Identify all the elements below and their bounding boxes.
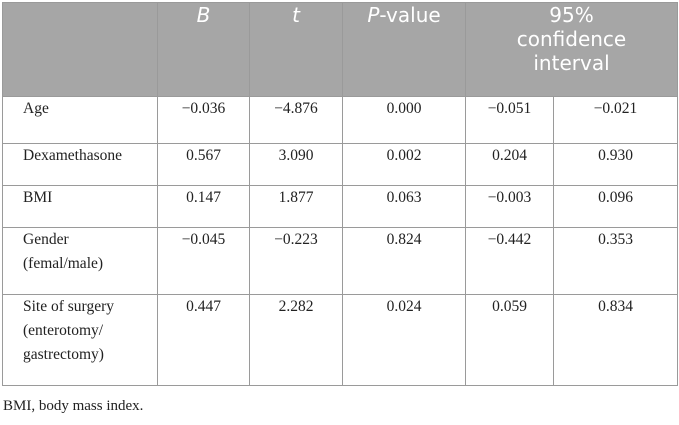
cell-ci-low: −0.442 [465,227,554,295]
row-label-text: Gender (femal/male) [23,231,104,272]
row-label: Site of surgery (enterotomy/ gastrectomy… [2,294,158,386]
cell-ci-low: 0.204 [465,143,554,186]
cell-ci-low: −0.003 [465,185,554,228]
table-row: Age −0.036 −4.876 0.000 −0.051 −0.021 [2,96,678,144]
cell-p: 0.002 [342,143,466,186]
header-b: B [157,2,250,97]
table-footnote: BMI, body mass index. [3,398,144,414]
row-label: Age [2,96,158,144]
cell-ci-high: 0.096 [553,185,678,228]
header-p-rest: -value [379,3,441,27]
regression-table: B t P-value 95% confidence interval Age … [2,2,678,386]
row-label: Dexamethasone [2,143,158,186]
header-p-italic: P [367,3,380,27]
cell-t: 3.090 [249,143,343,186]
row-label: BMI [2,185,158,228]
cell-ci-low: 0.059 [465,294,554,386]
cell-b: 0.567 [157,143,250,186]
cell-ci-high: 0.930 [553,143,678,186]
cell-t: 1.877 [249,185,343,228]
table-row: Site of surgery (enterotomy/ gastrectomy… [2,294,678,386]
cell-p: 0.000 [342,96,466,144]
header-row: B t P-value 95% confidence interval [2,2,678,97]
header-p-value: P-value [342,2,466,97]
cell-b: 0.147 [157,185,250,228]
row-label-text: Site of surgery (enterotomy/ gastrectomy… [23,298,114,363]
cell-p: 0.024 [342,294,466,386]
cell-p: 0.063 [342,185,466,228]
header-ci: 95% confidence interval [465,2,678,97]
cell-t: 2.282 [249,294,343,386]
cell-t: −0.223 [249,227,343,295]
table-row: Dexamethasone 0.567 3.090 0.002 0.204 0.… [2,143,678,186]
cell-b: 0.447 [157,294,250,386]
table-row: Gender (femal/male) −0.045 −0.223 0.824 … [2,227,678,295]
header-blank [2,2,158,97]
header-t: t [249,2,343,97]
cell-ci-high: −0.021 [553,96,678,144]
cell-b: −0.045 [157,227,250,295]
cell-b: −0.036 [157,96,250,144]
header-ci-label: 95% confidence interval [516,3,627,75]
cell-ci-high: 0.834 [553,294,678,386]
cell-p: 0.824 [342,227,466,295]
table-row: BMI 0.147 1.877 0.063 −0.003 0.096 [2,185,678,228]
row-label: Gender (femal/male) [2,227,158,295]
cell-ci-high: 0.353 [553,227,678,295]
cell-t: −4.876 [249,96,343,144]
cell-ci-low: −0.051 [465,96,554,144]
